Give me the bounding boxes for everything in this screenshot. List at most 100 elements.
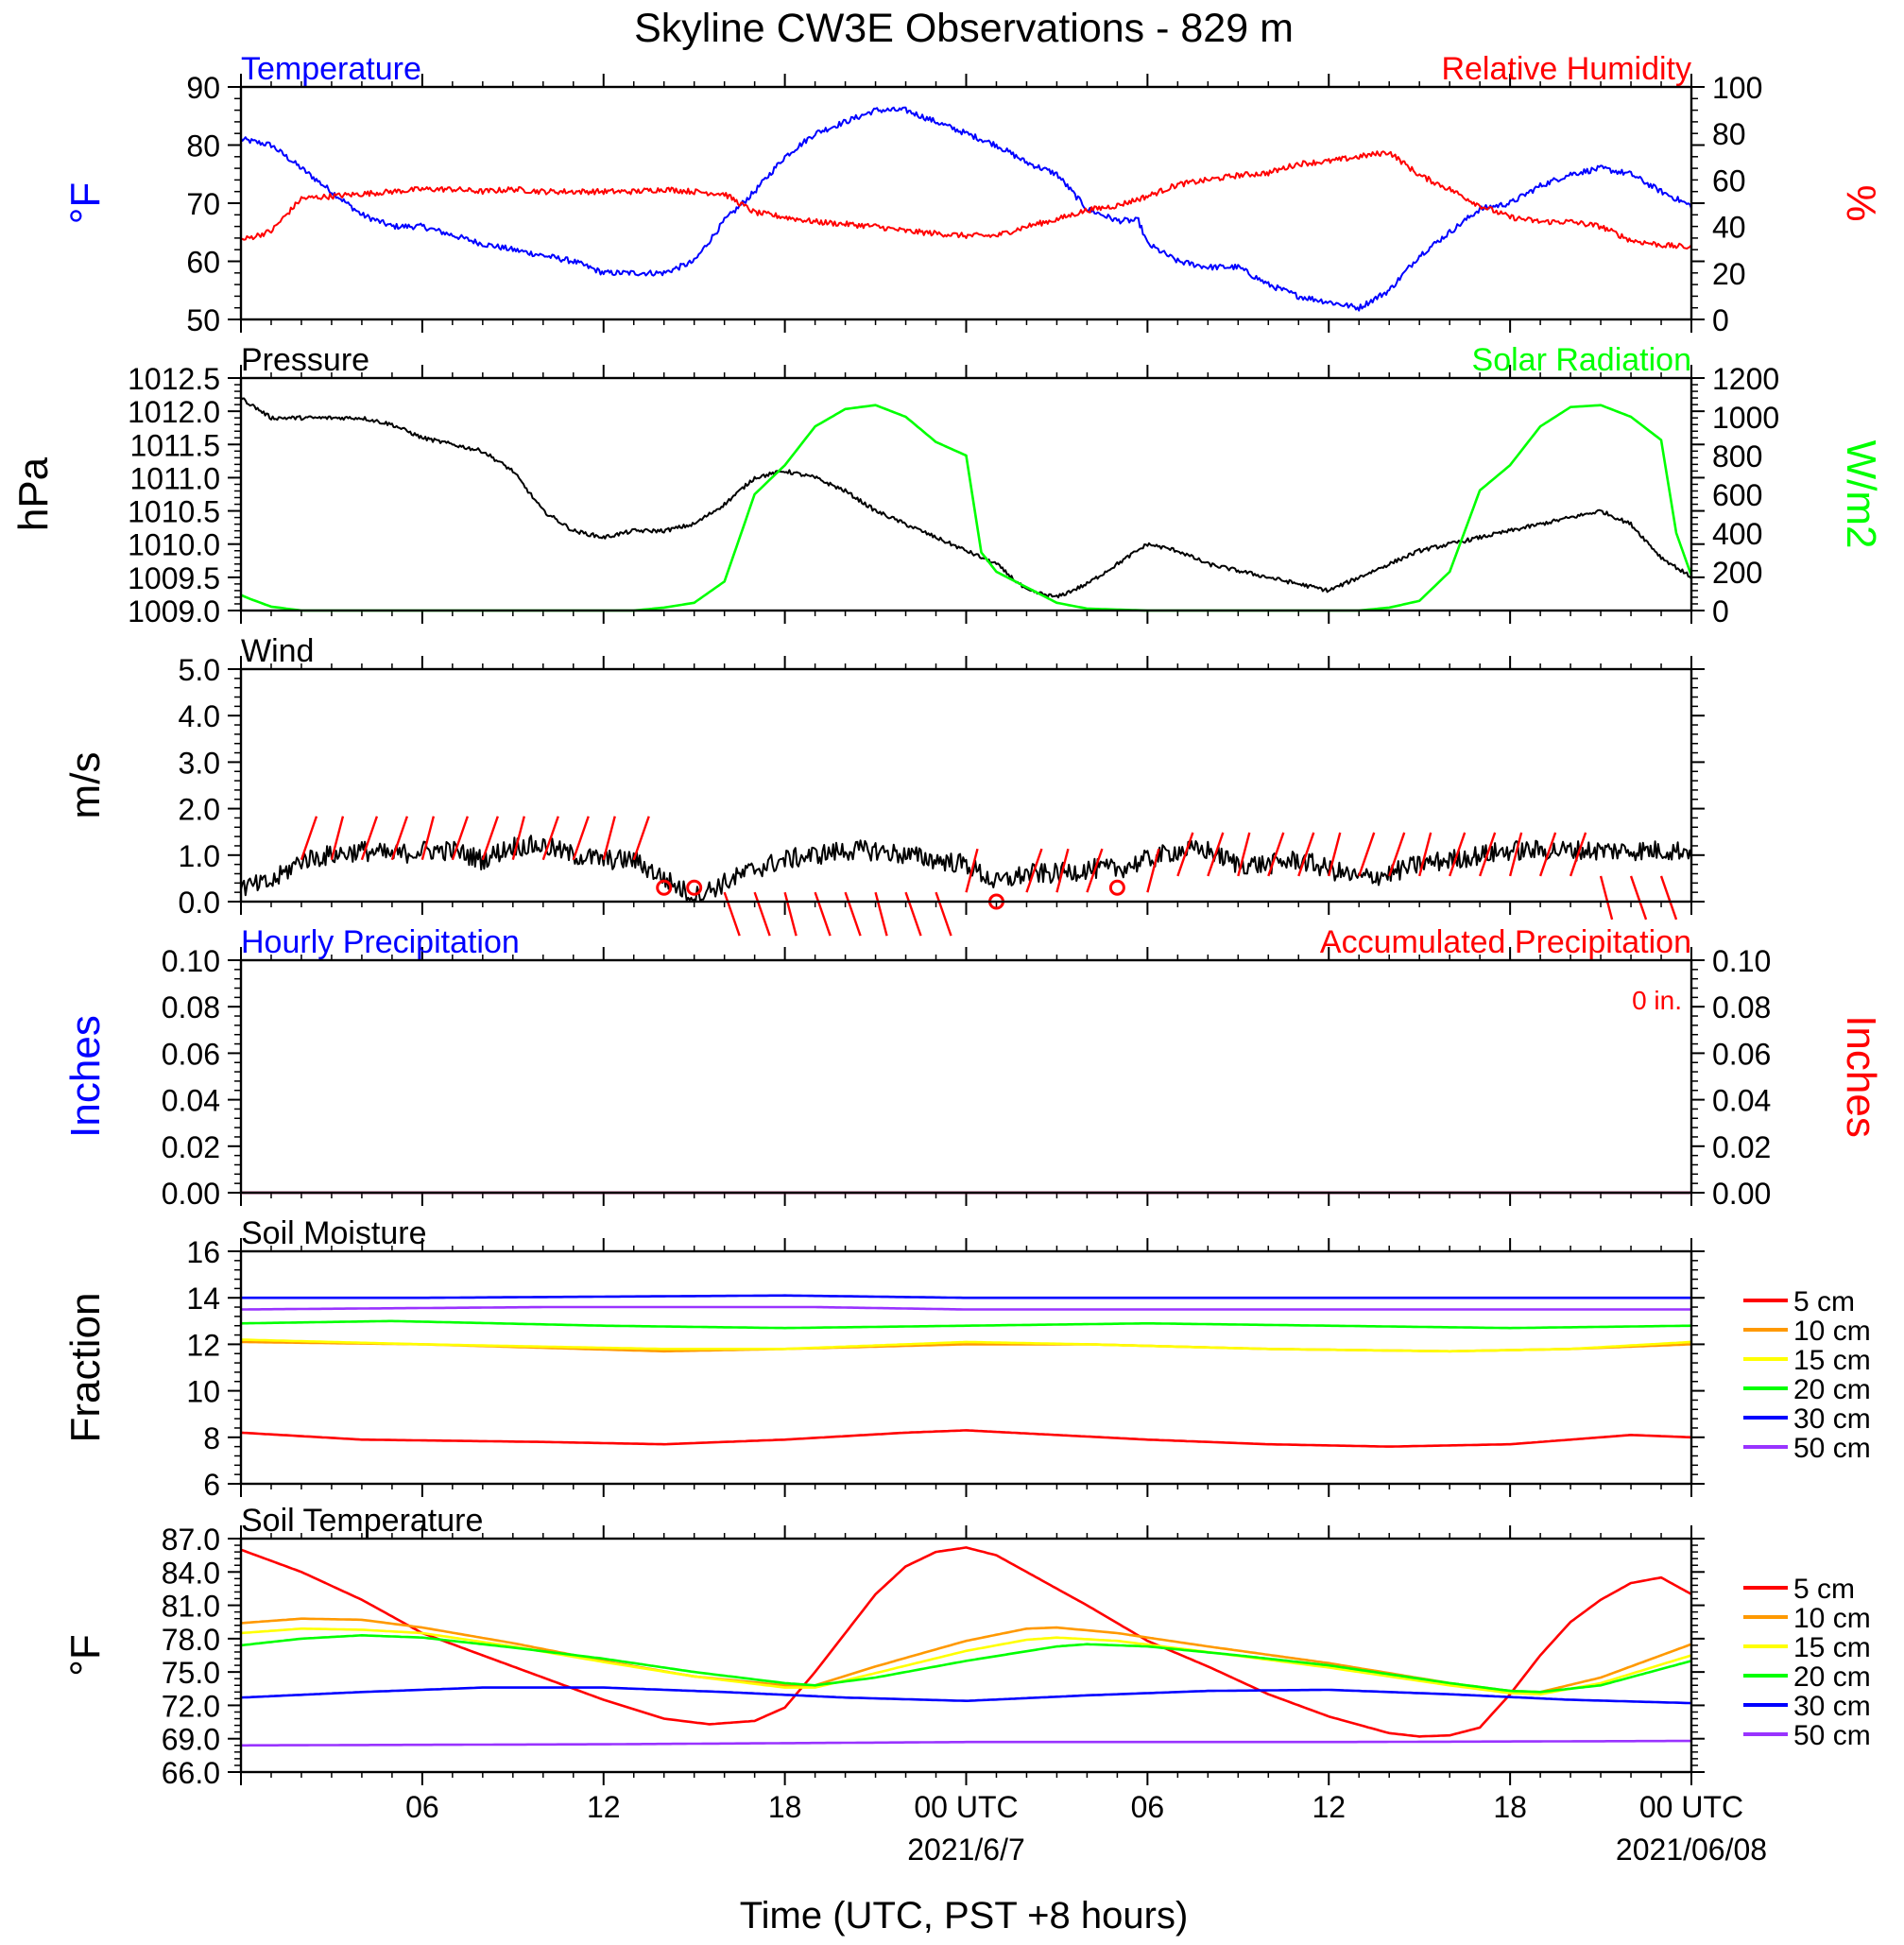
- accumulated-total: 0 in.: [1632, 986, 1682, 1015]
- y-axis-label-right: %: [1838, 184, 1884, 221]
- legend-5cm: 5 cm: [1793, 1286, 1855, 1317]
- panel-wind: 0.0 1.0 2.0 3.0 4.0 5.0 m/s Wind: [62, 633, 1705, 937]
- y-axis-label-left: m/s: [62, 752, 109, 819]
- y-tick-label-left: 80: [186, 129, 220, 164]
- x-date-label: 2021/06/08: [1616, 1833, 1767, 1867]
- wind-barb: [844, 891, 862, 937]
- y-tick-label-right: 0: [1712, 594, 1729, 628]
- series-line-10cm: [240, 1617, 1692, 1694]
- y-tick-label-left: 0.00: [162, 1177, 220, 1211]
- panel-title-left: Hourly Precipitation: [241, 924, 520, 960]
- wind-barb: [330, 816, 345, 861]
- y-tick-label-right: 40: [1712, 211, 1746, 245]
- y-tick-label-right: 0.04: [1712, 1084, 1771, 1118]
- y-tick-label-left: 75.0: [162, 1656, 220, 1690]
- panel-frame: [239, 85, 1693, 321]
- y-axis-label-left: hPa: [10, 456, 57, 531]
- y-tick-label-left: 1009.0: [128, 594, 220, 628]
- legend-30cm: 30 cm: [1793, 1403, 1871, 1435]
- y-tick-label-left: 10: [186, 1375, 220, 1409]
- y-tick-label-left: 8: [203, 1421, 220, 1455]
- wind-barb: [511, 816, 525, 861]
- wind-barb: [1388, 832, 1406, 877]
- y-tick-label-left: 72.0: [162, 1689, 220, 1723]
- y-tick-label-left: 70: [186, 187, 220, 221]
- legend-15cm: 15 cm: [1793, 1632, 1871, 1663]
- wind-barb: [1025, 848, 1043, 893]
- series-line-1: [240, 150, 1692, 250]
- panel-title-left: Temperature: [241, 51, 421, 87]
- x-tick-label: 18: [768, 1790, 802, 1824]
- y-tick-label-left: 6: [203, 1468, 220, 1502]
- series-line-0: [240, 397, 1692, 599]
- y-tick-label-right: 400: [1712, 517, 1762, 551]
- wind-barb: [1659, 875, 1678, 921]
- y-tick-label-left: 78.0: [162, 1623, 220, 1657]
- x-tick-label: 12: [1312, 1790, 1346, 1824]
- panel-title-left: Wind: [241, 633, 314, 669]
- y-tick-label-left: 5.0: [179, 653, 220, 687]
- y-tick-label-left: 66.0: [162, 1756, 220, 1790]
- legend-10cm: 10 cm: [1793, 1603, 1871, 1634]
- y-tick-label-right: 1000: [1712, 401, 1779, 435]
- panel-frame: [239, 667, 1693, 904]
- wind-barb: [904, 891, 922, 937]
- legend-15cm: 15 cm: [1793, 1345, 1871, 1376]
- wind-barb: [1146, 848, 1160, 893]
- legend-20cm: 20 cm: [1793, 1661, 1871, 1693]
- wind-barb: [572, 816, 590, 861]
- series-line-20cm: [240, 1634, 1692, 1694]
- x-tick-label: 18: [1493, 1790, 1527, 1824]
- y-tick-label-right: 80: [1712, 117, 1746, 151]
- y-tick-label-left: 87.0: [162, 1523, 220, 1557]
- wind-barb: [481, 816, 499, 861]
- wind-barb: [753, 891, 771, 937]
- calm-wind-circle: [686, 879, 703, 896]
- wind-barb: [420, 816, 436, 861]
- x-tick-label: 12: [587, 1790, 621, 1824]
- series-line-30cm: [240, 1686, 1692, 1705]
- y-axis-label-left: Inches: [62, 1015, 109, 1138]
- y-tick-label-left: 4.0: [179, 699, 220, 733]
- x-tick-label: 06: [1131, 1790, 1165, 1824]
- legend-5cm: 5 cm: [1793, 1574, 1855, 1605]
- wind-barb: [1237, 832, 1251, 877]
- x-tick-label: 00 UTC: [1639, 1790, 1743, 1824]
- y-tick-label-left: 1011.5: [130, 428, 221, 462]
- series-line-1: [240, 404, 1693, 612]
- wind-barb: [1508, 832, 1523, 877]
- wind-barb: [1328, 832, 1342, 877]
- wind-barb: [1538, 832, 1557, 877]
- y-tick-label-left: 1012.5: [128, 362, 220, 396]
- wind-barb: [632, 816, 650, 861]
- y-tick-label-left: 1010.0: [128, 528, 220, 562]
- series-line-5cm: [240, 1429, 1692, 1448]
- wind-barb: [1358, 832, 1376, 877]
- series-line-0: [240, 106, 1692, 312]
- x-date-label: 2021/6/7: [907, 1833, 1025, 1867]
- y-tick-label-left: 60: [186, 246, 220, 280]
- panel-title-left: Soil Moisture: [241, 1215, 427, 1251]
- y-tick-label-right: 60: [1712, 164, 1746, 198]
- wind-barb: [1297, 832, 1315, 877]
- y-tick-label-right: 200: [1712, 556, 1762, 590]
- wind-barb: [1629, 875, 1648, 921]
- panel-title-left: Soil Temperature: [241, 1503, 483, 1539]
- series-line-50cm: [241, 1739, 1691, 1747]
- wind-barb: [1176, 832, 1194, 877]
- y-tick-label-left: 1011.0: [130, 461, 221, 495]
- y-tick-label-left: 1010.5: [128, 495, 220, 529]
- wind-barb: [965, 848, 979, 893]
- y-tick-label-right: 0.06: [1712, 1037, 1771, 1071]
- calm-wind-circle: [656, 879, 673, 896]
- panel-temp_rh: 50 60 70 80 90 0 20 40 60 80 100 °F % Temperature Rela…: [62, 51, 1884, 337]
- y-tick-label-right: 0.02: [1712, 1130, 1771, 1164]
- legend-50cm: 50 cm: [1793, 1433, 1871, 1464]
- panel-frame: [239, 1249, 1693, 1486]
- series-line-5cm: [240, 1546, 1692, 1738]
- series-line-30cm: [241, 1294, 1691, 1300]
- y-tick-label-right: 1200: [1712, 362, 1779, 396]
- legend-30cm: 30 cm: [1793, 1691, 1871, 1722]
